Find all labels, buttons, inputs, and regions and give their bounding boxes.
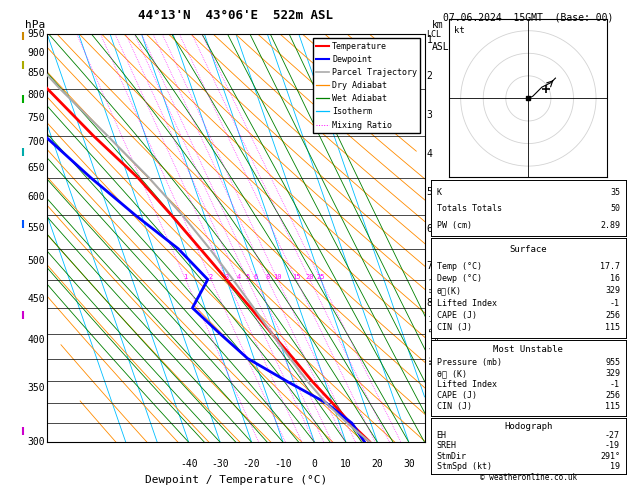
Text: © weatheronline.co.uk: © weatheronline.co.uk [480, 473, 577, 482]
Text: 25: 25 [316, 274, 325, 279]
Text: hPa: hPa [25, 20, 45, 30]
Text: 329: 329 [605, 286, 620, 295]
Text: -27: -27 [605, 431, 620, 440]
Text: 10: 10 [340, 459, 352, 469]
Text: 8: 8 [426, 298, 432, 309]
Text: 2: 2 [209, 274, 213, 279]
Text: CAPE (J): CAPE (J) [437, 391, 477, 400]
Text: 955: 955 [605, 358, 620, 367]
Text: 16: 16 [610, 274, 620, 283]
Text: 550: 550 [28, 223, 45, 233]
Text: Hodograph: Hodograph [504, 422, 552, 431]
Text: θᴀ(K): θᴀ(K) [437, 286, 462, 295]
Text: Lifted Index: Lifted Index [437, 380, 497, 389]
Text: CIN (J): CIN (J) [437, 323, 472, 332]
Text: 115: 115 [605, 402, 620, 412]
Text: 6: 6 [253, 274, 257, 279]
Text: 350: 350 [28, 382, 45, 393]
Text: Lifted Index: Lifted Index [437, 298, 497, 308]
Text: 5: 5 [245, 274, 250, 279]
Text: 450: 450 [28, 294, 45, 304]
Text: 0: 0 [311, 459, 318, 469]
Text: 750: 750 [28, 113, 45, 123]
Text: 1: 1 [184, 274, 187, 279]
Text: 20: 20 [306, 274, 314, 279]
Text: 20: 20 [372, 459, 383, 469]
Text: 950: 950 [28, 29, 45, 39]
Text: -1: -1 [610, 298, 620, 308]
Text: -1: -1 [610, 380, 620, 389]
Text: 2: 2 [426, 71, 432, 81]
Text: 3: 3 [225, 274, 229, 279]
Text: 4: 4 [426, 149, 432, 159]
Text: Mixing Ratio (g/kg): Mixing Ratio (g/kg) [430, 276, 439, 364]
Text: 4: 4 [237, 274, 240, 279]
Text: 8: 8 [265, 274, 270, 279]
Text: 256: 256 [605, 391, 620, 400]
Text: ASL: ASL [432, 42, 450, 52]
Text: Surface: Surface [509, 245, 547, 254]
Text: 800: 800 [28, 90, 45, 100]
Text: 19: 19 [610, 462, 620, 471]
Text: -40: -40 [180, 459, 198, 469]
Text: -10: -10 [274, 459, 292, 469]
Text: 400: 400 [28, 335, 45, 346]
Text: 15: 15 [292, 274, 301, 279]
Text: 30: 30 [403, 459, 415, 469]
Text: 7: 7 [426, 261, 432, 271]
Text: 329: 329 [605, 369, 620, 378]
Text: kt: kt [454, 26, 465, 35]
Text: -19: -19 [605, 441, 620, 450]
Text: 900: 900 [28, 48, 45, 58]
Text: 500: 500 [28, 256, 45, 266]
Text: 3: 3 [426, 110, 432, 121]
Text: 300: 300 [28, 437, 45, 447]
Text: Temp (°C): Temp (°C) [437, 261, 482, 271]
Text: SREH: SREH [437, 441, 457, 450]
Text: 600: 600 [28, 192, 45, 202]
Text: 44°13'N  43°06'E  522m ASL: 44°13'N 43°06'E 522m ASL [138, 9, 333, 22]
Text: km: km [432, 20, 444, 30]
Text: 650: 650 [28, 163, 45, 174]
Text: 6: 6 [426, 224, 432, 234]
Text: 07.06.2024  15GMT  (Base: 00): 07.06.2024 15GMT (Base: 00) [443, 12, 613, 22]
Text: 17.7: 17.7 [600, 261, 620, 271]
Text: Pressure (mb): Pressure (mb) [437, 358, 502, 367]
Text: EH: EH [437, 431, 447, 440]
Text: Totals Totals: Totals Totals [437, 204, 502, 213]
Text: StmSpd (kt): StmSpd (kt) [437, 462, 492, 471]
Text: Dewpoint / Temperature (°C): Dewpoint / Temperature (°C) [145, 475, 327, 485]
Text: 115: 115 [605, 323, 620, 332]
Text: 850: 850 [28, 69, 45, 78]
Text: LCL: LCL [426, 30, 442, 38]
Text: 1: 1 [426, 35, 432, 45]
Text: Dewp (°C): Dewp (°C) [437, 274, 482, 283]
Legend: Temperature, Dewpoint, Parcel Trajectory, Dry Adiabat, Wet Adiabat, Isotherm, Mi: Temperature, Dewpoint, Parcel Trajectory… [313, 38, 420, 133]
Text: -30: -30 [211, 459, 229, 469]
Text: 35: 35 [610, 188, 620, 196]
Text: K: K [437, 188, 442, 196]
Text: CAPE (J): CAPE (J) [437, 311, 477, 320]
Text: 2.89: 2.89 [600, 221, 620, 230]
Text: -20: -20 [243, 459, 260, 469]
Text: 50: 50 [610, 204, 620, 213]
Text: 256: 256 [605, 311, 620, 320]
Text: 5: 5 [426, 187, 432, 197]
Text: 291°: 291° [600, 451, 620, 461]
Text: PW (cm): PW (cm) [437, 221, 472, 230]
Text: Most Unstable: Most Unstable [493, 346, 564, 354]
Text: 10: 10 [274, 274, 282, 279]
Text: 700: 700 [28, 137, 45, 147]
Text: StmDir: StmDir [437, 451, 467, 461]
Text: θᴀ (K): θᴀ (K) [437, 369, 467, 378]
Text: CIN (J): CIN (J) [437, 402, 472, 412]
